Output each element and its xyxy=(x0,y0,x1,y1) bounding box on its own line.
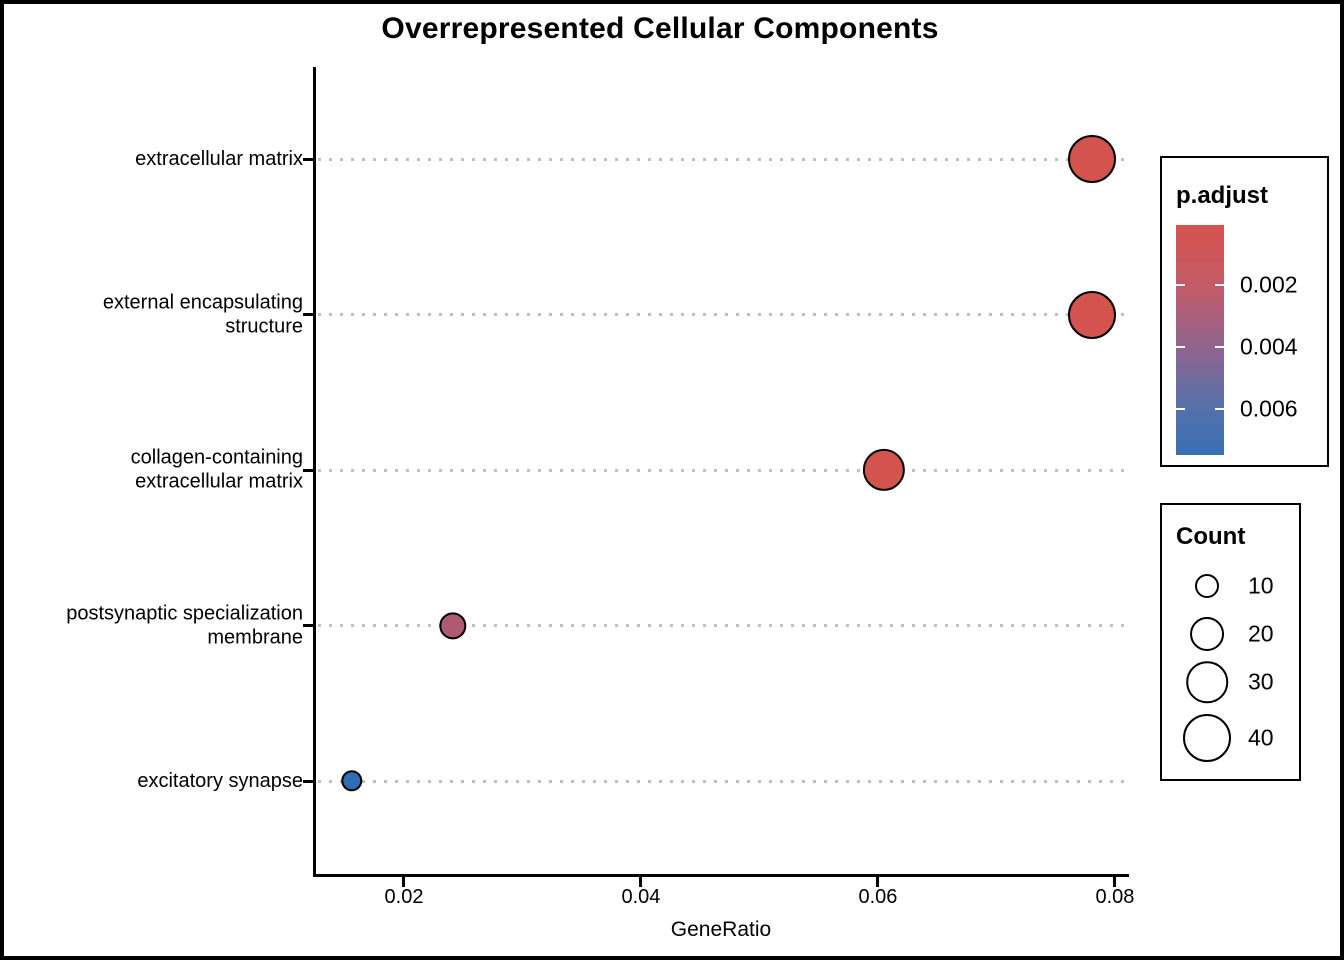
count-legend-label: 20 xyxy=(1248,620,1274,647)
x-axis-line xyxy=(313,874,1129,877)
padjust-gradient-tick xyxy=(1176,345,1185,348)
x-axis-tick-label: 0.04 xyxy=(621,886,661,908)
x-axis-tick-label: 0.02 xyxy=(384,886,424,908)
count-legend-circle xyxy=(1195,574,1219,598)
padjust-gradient-tick xyxy=(1176,407,1185,410)
count-legend-title: Count xyxy=(1176,523,1246,550)
gridline xyxy=(318,624,1128,627)
data-point xyxy=(1068,135,1117,183)
padjust-legend-title: p.adjust xyxy=(1176,182,1269,209)
padjust-gradient-tick xyxy=(1215,284,1224,287)
x-axis-tick xyxy=(1113,877,1117,887)
count-legend-circle xyxy=(1190,617,1224,651)
count-legend-circle xyxy=(1183,714,1231,762)
gridline xyxy=(318,313,1128,316)
count-legend-box: Count 10 20 30 40 xyxy=(1160,503,1301,781)
y-axis-label: postsynaptic specialization membrane xyxy=(66,602,303,649)
y-axis-label: extracellular matrix xyxy=(135,147,303,170)
count-legend-circle xyxy=(1186,661,1228,703)
y-axis-label: external encapsulating structure xyxy=(102,291,303,338)
y-axis-tick xyxy=(303,157,314,161)
count-legend-label: 10 xyxy=(1248,572,1274,599)
data-point xyxy=(1068,290,1117,339)
padjust-legend-box: p.adjust 0.002 0.004 0.006 xyxy=(1160,156,1329,467)
gridline xyxy=(318,468,1128,472)
gridline xyxy=(318,779,1128,783)
padjust-tick-label: 0.002 xyxy=(1240,271,1298,298)
x-axis-tick xyxy=(639,877,643,887)
padjust-gradient-bar xyxy=(1176,225,1224,455)
y-axis-line xyxy=(313,67,316,877)
x-axis-tick-label: 0.06 xyxy=(858,886,898,908)
x-axis-tick xyxy=(402,877,406,887)
padjust-gradient-tick xyxy=(1215,345,1224,348)
padjust-tick-label: 0.006 xyxy=(1240,395,1298,422)
y-axis-tick xyxy=(303,313,314,316)
padjust-gradient-tick xyxy=(1176,284,1185,287)
y-axis-tick xyxy=(303,624,314,627)
y-axis-label: collagen-containing extracellular matrix xyxy=(130,446,303,493)
y-axis-tick xyxy=(303,779,314,783)
padjust-gradient-tick xyxy=(1215,407,1224,410)
gridline xyxy=(318,157,1128,161)
data-point xyxy=(341,770,363,792)
data-point xyxy=(862,448,906,492)
count-legend-label: 30 xyxy=(1248,668,1274,695)
data-point xyxy=(438,611,467,640)
x-axis-tick-label: 0.08 xyxy=(1095,886,1135,908)
y-axis-tick xyxy=(303,468,314,472)
count-legend-label: 40 xyxy=(1248,724,1274,751)
x-axis-tick xyxy=(876,877,880,887)
padjust-tick-label: 0.004 xyxy=(1240,333,1298,360)
x-axis-title: GeneRatio xyxy=(670,918,772,941)
chart-title: Overrepresented Cellular Components xyxy=(381,12,939,45)
y-axis-label: excitatory synapse xyxy=(137,769,303,792)
